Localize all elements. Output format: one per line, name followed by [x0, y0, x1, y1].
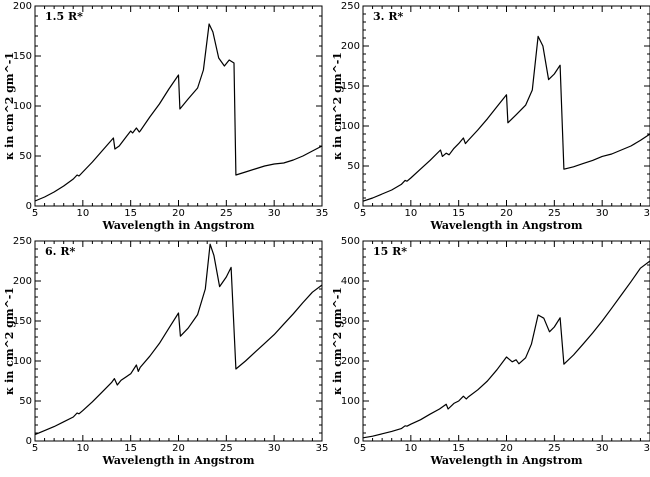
y-tick-label: 100: [13, 101, 32, 112]
x-tick-label: 15: [124, 443, 137, 454]
x-tick-label: 35: [644, 208, 650, 219]
x-tick-label: 20: [172, 443, 185, 454]
y-tick-label: 200: [341, 356, 360, 367]
opacity-series-line: [34, 243, 323, 436]
panel-4: 5 10 15 20 25 30 35 0 100 200 300 400 500 15 R* Wavele…: [331, 236, 650, 467]
y-axis-title: κ in cm^2 gm^-1: [3, 52, 16, 160]
y-tick-label: 250: [13, 236, 32, 247]
x-tick-label: 35: [644, 443, 650, 454]
opacity-series-line: [362, 260, 650, 439]
y-tick-label: 300: [341, 316, 360, 327]
y-axis-title: κ in cm^2 gm^-1: [3, 287, 16, 395]
panel-label: 3. R*: [373, 10, 403, 23]
x-tick-label: 5: [360, 443, 366, 454]
x-tick-label: 30: [596, 208, 609, 219]
x-tick-label: 10: [404, 443, 417, 454]
x-tick-label: 10: [76, 208, 89, 219]
y-tick-label: 50: [19, 396, 32, 407]
x-tick-label: 35: [316, 208, 329, 219]
y-tick-label: 500: [341, 236, 360, 247]
y-tick-label: 50: [19, 151, 32, 162]
x-tick-label: 15: [124, 208, 137, 219]
y-tick-label: 150: [341, 81, 360, 92]
y-tick-label: 200: [341, 41, 360, 52]
y-tick-label: 0: [354, 201, 360, 212]
x-tick-label: 5: [360, 208, 366, 219]
x-tick-label: 5: [32, 208, 38, 219]
x-tick-label: 20: [500, 208, 513, 219]
x-tick-label: 30: [596, 443, 609, 454]
y-axis-title: κ in cm^2 gm^-1: [331, 52, 344, 160]
y-tick-label: 0: [26, 436, 32, 447]
y-tick-label: 400: [341, 276, 360, 287]
plot-frame: [34, 240, 323, 442]
x-tick-label: 15: [452, 208, 465, 219]
x-tick-label: 25: [220, 208, 233, 219]
x-tick-label: 30: [268, 443, 281, 454]
x-tick-label: 25: [548, 443, 561, 454]
plot-frame: [362, 240, 650, 442]
y-tick-label: 200: [13, 1, 32, 12]
opacity-series-line: [362, 35, 650, 202]
x-axis-title: Wavelength in Angstrom: [430, 219, 583, 232]
x-tick-label: 25: [220, 443, 233, 454]
panel-label: 15 R*: [373, 245, 407, 258]
x-tick-label: 15: [452, 443, 465, 454]
panel-label: 6. R*: [45, 245, 75, 258]
y-tick-label: 100: [341, 121, 360, 132]
panel-2: 5 10 15 20 25 30 35 0 50 100 150 200 250 3. R* Wavelen…: [331, 1, 650, 232]
x-tick-label: 20: [500, 443, 513, 454]
x-axis-title: Wavelength in Angstrom: [430, 454, 583, 467]
y-tick-label: 0: [26, 201, 32, 212]
x-tick-label: 30: [268, 208, 281, 219]
panel-label: 1.5 R*: [45, 10, 83, 23]
y-tick-label: 150: [13, 51, 32, 62]
y-axis-title: κ in cm^2 gm^-1: [331, 287, 344, 395]
panel-3: 5 10 15 20 25 30 35 0 50 100 150 200 250 6. R* Wavelen…: [3, 236, 328, 467]
x-tick-label: 25: [548, 208, 561, 219]
x-axis-title: Wavelength in Angstrom: [102, 219, 255, 232]
y-tick-label: 100: [13, 356, 32, 367]
x-axis-title: Wavelength in Angstrom: [102, 454, 255, 467]
opacity-series-line: [34, 23, 323, 202]
x-tick-label: 20: [172, 208, 185, 219]
x-tick-label: 10: [76, 443, 89, 454]
y-tick-label: 150: [13, 316, 32, 327]
y-tick-label: 250: [341, 1, 360, 12]
y-tick-label: 0: [354, 436, 360, 447]
y-tick-label: 100: [341, 396, 360, 407]
x-tick-label: 10: [404, 208, 417, 219]
panel-1: 5 10 15 20 25 30 35 0 50 100 150 200 1.5 R* Wavelengt…: [3, 1, 328, 232]
x-tick-label: 5: [32, 443, 38, 454]
y-tick-label: 50: [347, 161, 360, 172]
y-tick-label: 200: [13, 276, 32, 287]
x-tick-label: 35: [316, 443, 329, 454]
